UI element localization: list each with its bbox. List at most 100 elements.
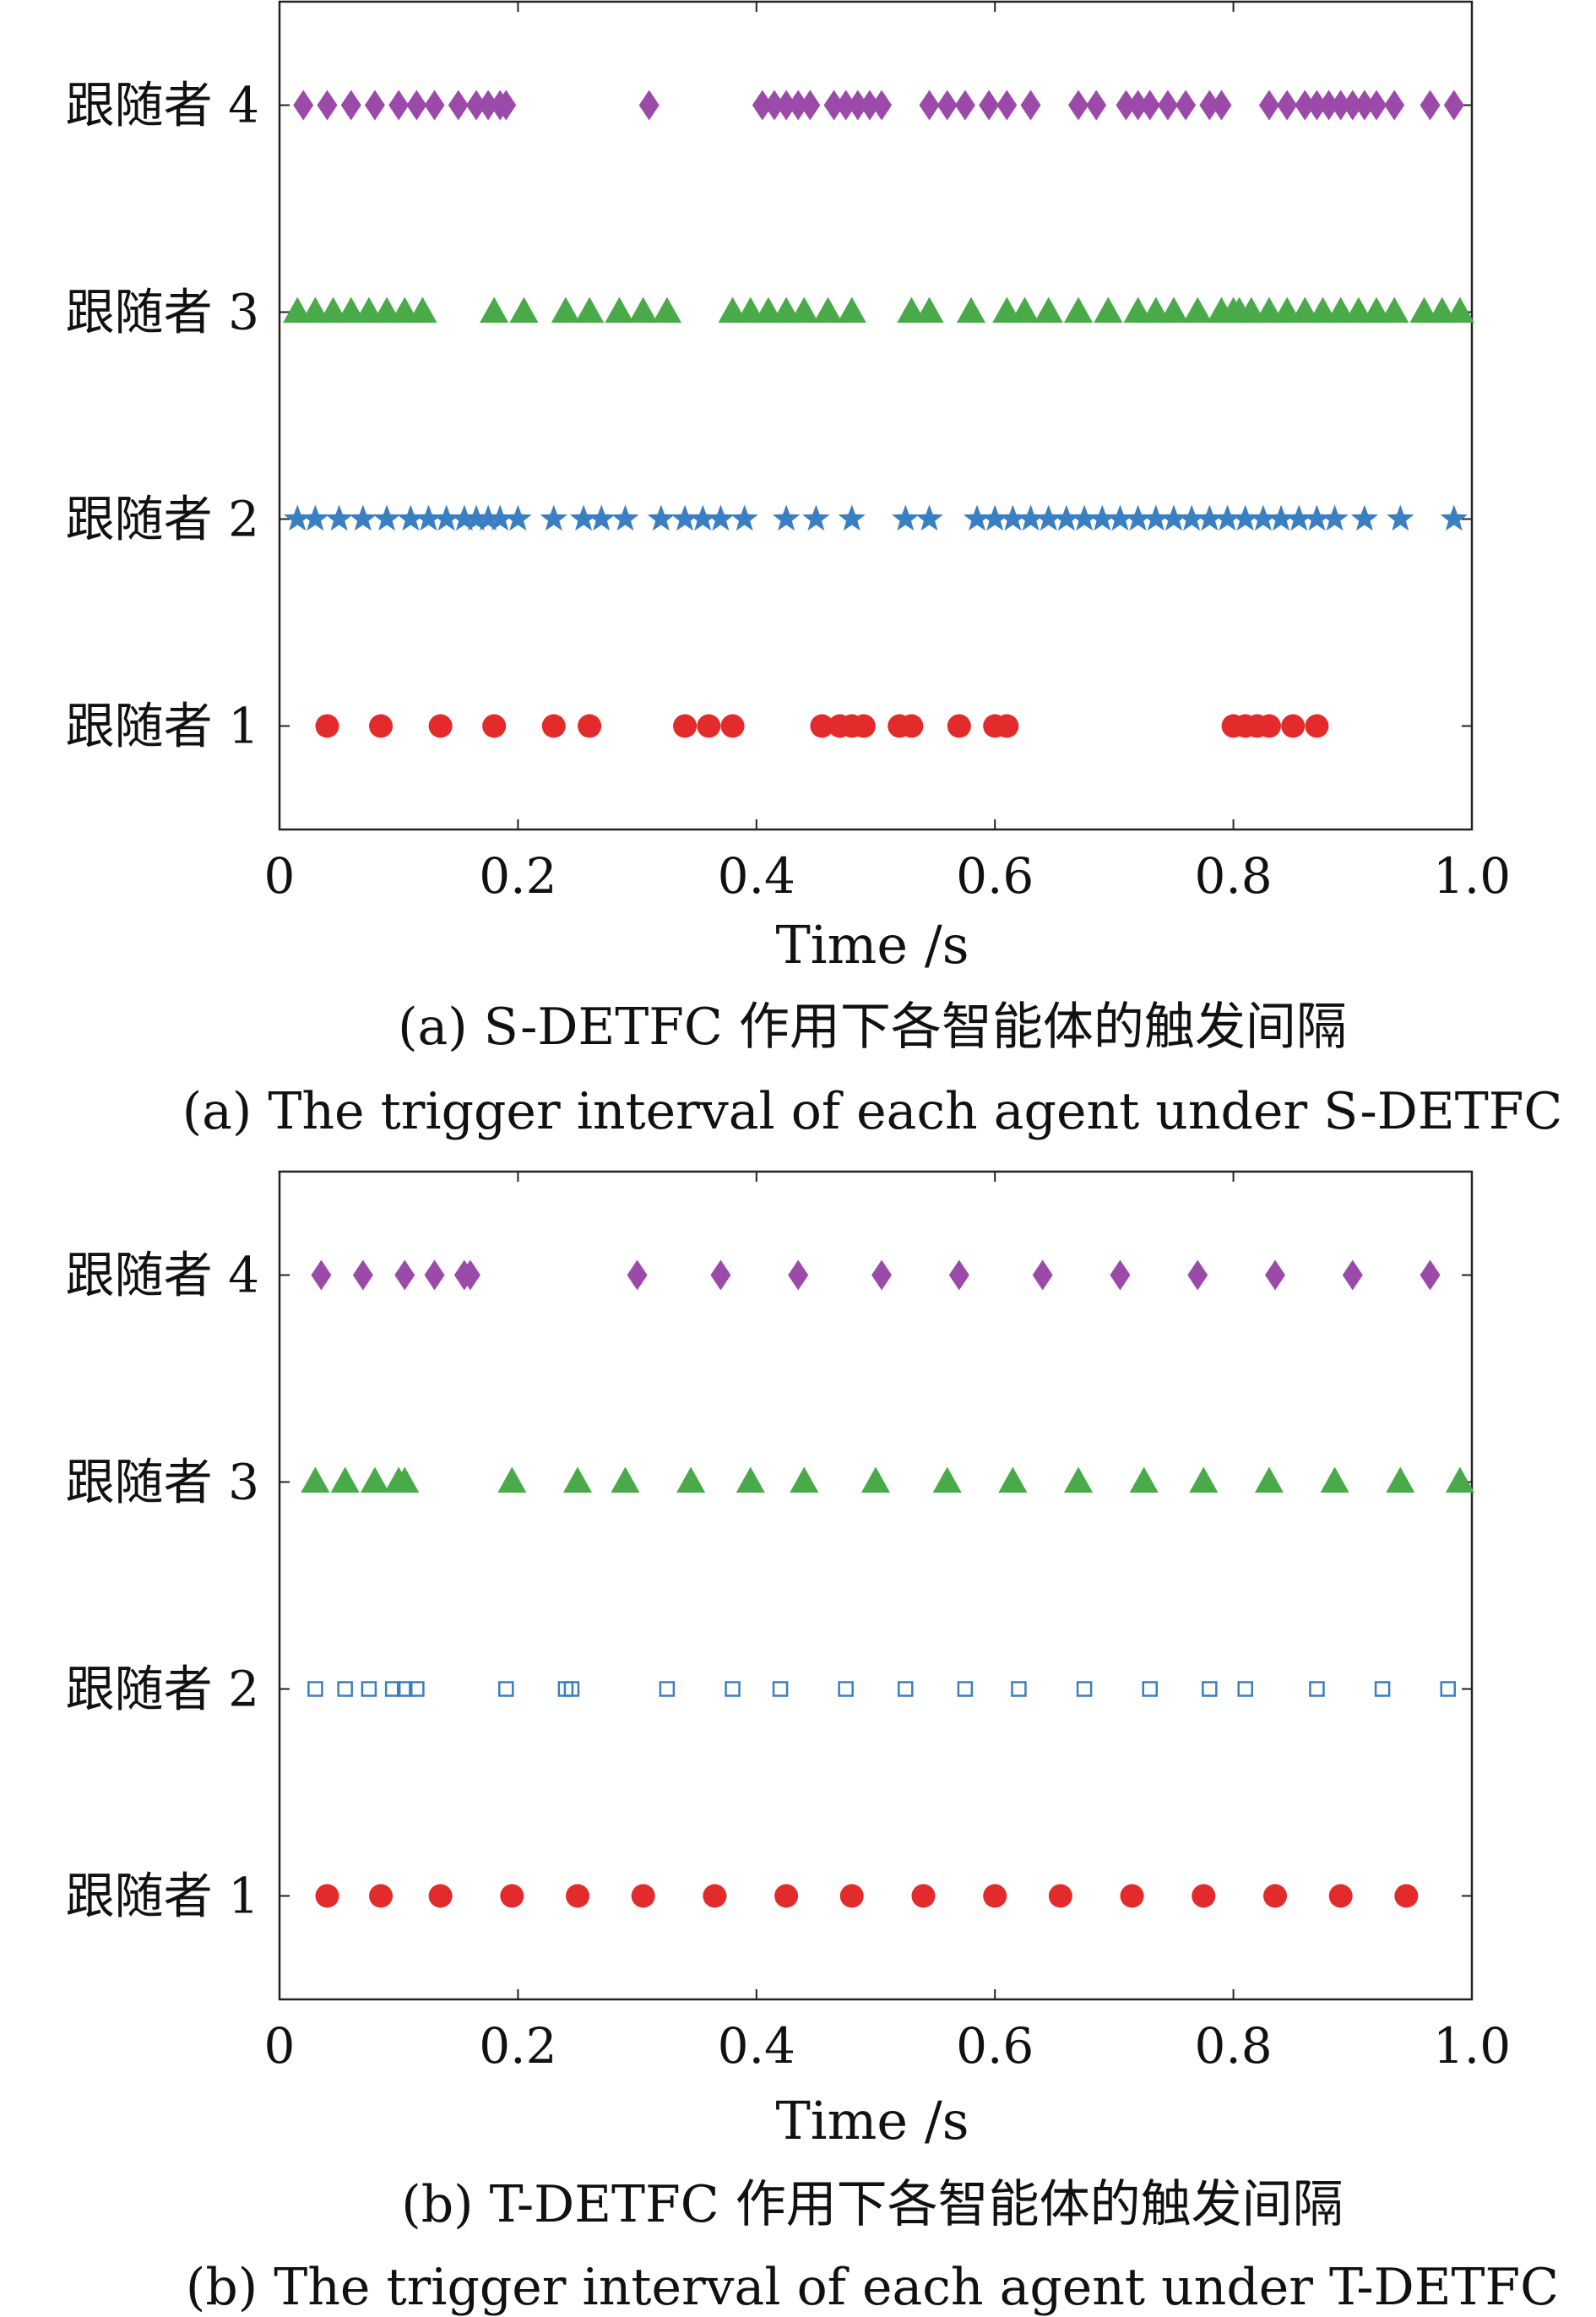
data-point-level-3 [1063,1466,1094,1493]
data-point-level-3 [575,296,605,324]
data-point-level-2 [397,1681,413,1697]
data-point-level-2 [772,504,801,531]
data-point-level-3 [1445,296,1474,324]
data-point-level-1 [1192,1884,1216,1908]
data-point-level-4 [424,90,445,121]
data-point-level-4 [871,1259,893,1291]
data-point-level-3 [1254,1466,1284,1493]
data-point-level-1 [1328,1884,1353,1908]
caption-en-b: (b) The trigger interval of each agent u… [186,2258,1559,2317]
data-point-level-1 [911,1884,936,1908]
data-point-level-3 [480,296,509,324]
data-point-level-2 [611,504,639,531]
data-point-level-2 [409,1681,425,1697]
data-point-level-2 [1249,504,1278,531]
data-point-level-3 [330,1466,360,1493]
y-tick-label: 跟随者 1 [66,1868,259,1925]
data-point-level-4 [800,90,821,121]
x-tick-label: 0.2 [479,2017,556,2075]
data-point-level-1 [428,1884,453,1908]
data-point-level-2 [670,504,699,531]
data-point-level-3 [551,296,580,324]
data-point-level-4 [1110,1259,1131,1291]
data-point-level-4 [788,90,809,121]
data-point-level-4 [1443,90,1464,121]
data-point-level-4 [1330,90,1351,121]
data-point-level-1 [578,714,602,738]
data-point-level-1 [899,714,924,738]
data-point-level-4 [478,90,499,121]
data-point-level-4 [638,90,660,121]
data-point-level-3 [1129,1466,1159,1493]
data-point-level-2 [1142,504,1170,531]
data-point-level-3 [1386,1466,1415,1493]
data-point-level-4 [847,90,868,121]
data-point-level-4 [936,90,958,121]
data-point-level-4 [763,90,784,121]
data-point-level-2 [540,504,567,531]
data-point-level-1 [1281,714,1306,738]
data-point-level-4 [835,90,856,121]
data-point-level-2 [659,1681,676,1697]
data-point-level-2 [1267,504,1295,531]
data-point-level-3 [813,296,843,324]
data-point-level-3 [1063,296,1094,324]
data-point-level-2 [1178,504,1206,531]
data-point-level-1 [839,1884,864,1908]
data-point-level-4 [823,90,844,121]
data-point-level-4 [293,90,314,121]
x-axis-label-a: Time /s [775,914,969,976]
data-point-level-2 [337,1681,353,1697]
data-point-level-4 [1277,90,1298,121]
data-point-level-3 [497,1466,527,1493]
data-point-level-4 [1342,1259,1363,1291]
data-point-level-4 [1265,1259,1286,1291]
data-point-level-3 [736,1466,765,1493]
data-point-level-4 [919,90,940,121]
y-tick-label: 跟随者 2 [66,1661,259,1718]
data-point-level-1 [1120,1884,1144,1908]
data-point-level-4 [1139,90,1160,121]
data-point-level-4 [1420,1259,1441,1291]
data-point-level-1 [1305,714,1329,738]
data-point-level-2 [361,1681,377,1697]
data-point-level-3 [790,296,819,324]
y-tick-label: 跟随者 4 [66,1247,259,1304]
data-point-level-3 [1189,1466,1219,1493]
data-point-level-2 [1202,1681,1218,1697]
data-point-level-4 [1199,90,1220,121]
data-point-level-4 [465,90,486,121]
data-point-level-4 [1032,1259,1053,1291]
data-point-level-4 [1211,90,1232,121]
data-point-level-2 [981,504,1009,531]
data-point-level-1 [315,1884,339,1908]
data-point-level-4 [1318,90,1339,121]
x-axis-label-b: Time /s [775,2090,969,2151]
data-point-level-2 [1034,504,1062,531]
data-point-level-2 [1440,1681,1457,1697]
data-point-level-2 [569,504,598,531]
data-point-level-2 [1350,504,1379,531]
x-tick-label: 0 [264,2017,296,2075]
data-point-level-3 [605,296,634,324]
data-point-level-4 [1420,90,1441,121]
data-point-level-2 [432,504,460,531]
data-point-level-2 [1017,504,1045,531]
data-point-level-2 [415,504,442,531]
data-point-level-2 [1387,504,1414,531]
data-point-level-3 [998,1466,1028,1493]
data-point-level-4 [1306,90,1327,121]
data-point-level-2 [450,504,478,531]
data-point-level-4 [1354,90,1375,121]
data-point-level-4 [340,90,361,121]
data-point-level-2 [325,504,353,531]
data-point-level-4 [1116,90,1137,121]
data-point-level-2 [1237,1681,1253,1697]
data-point-level-2 [1213,504,1241,531]
data-point-level-2 [563,1681,580,1697]
data-point-level-4 [776,90,797,121]
data-point-level-1 [720,714,745,738]
data-point-level-2 [498,1681,514,1697]
axis-ticks-b: 0 0.2 0.4 0.6 0.8 1.0 跟随者 4 跟随者 3 跟随者 2 跟随者 1 [66,1172,1511,2075]
data-point-level-3 [1010,296,1040,324]
